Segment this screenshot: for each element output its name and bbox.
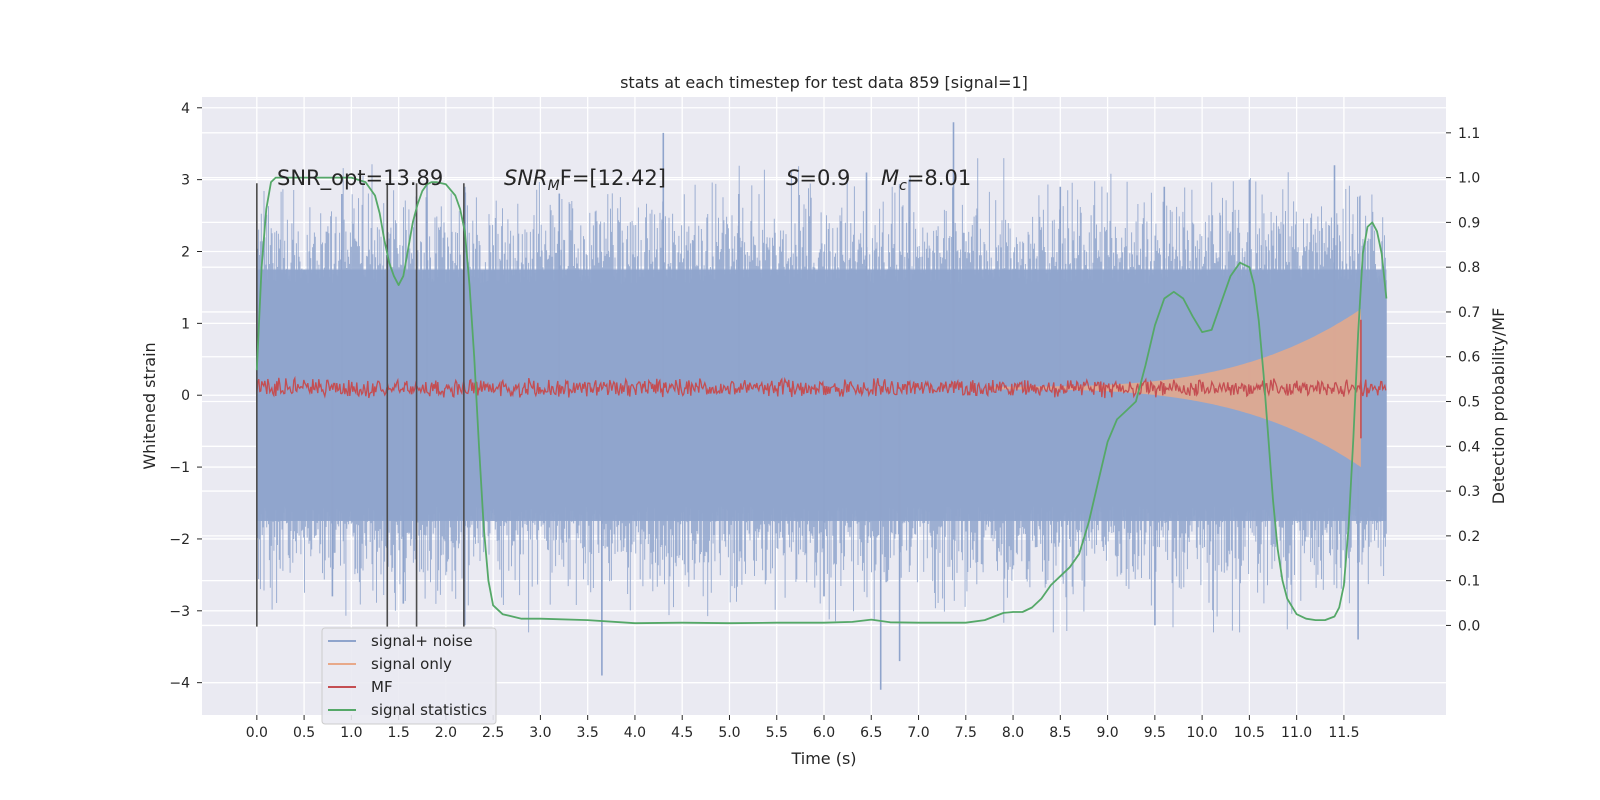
- y-left-tick-label: −1: [169, 460, 190, 476]
- x-tick-label: 9.5: [1144, 725, 1166, 741]
- annotations: SNR_opt=13.89 SNRMF=[12.42] S=0.9 Mc=8.0…: [277, 166, 971, 194]
- x-tick-label: 7.5: [955, 725, 977, 741]
- x-tick-label: 10.5: [1234, 725, 1265, 741]
- annotation-snr-mf-main: SNR: [504, 166, 548, 190]
- x-tick-label: 5.5: [766, 725, 788, 741]
- x-tick-label: 4.5: [671, 725, 693, 741]
- y-left-axis-ticks: −4 −3 −2 −1 0 1 2 3 4: [169, 101, 202, 692]
- x-tick-label: 0.5: [293, 725, 315, 741]
- x-tick-label: 2.5: [482, 725, 504, 741]
- x-tick-label: 8.5: [1049, 725, 1071, 741]
- x-tick-label: 4.0: [624, 725, 646, 741]
- annotation-snr-mf-sub: M: [548, 178, 560, 194]
- y-right-axis-ticks: 0.0 0.1 0.2 0.3 0.4 0.5 0.6 0.7 0.8 0.9 1.0 1.1: [1446, 126, 1480, 634]
- x-tick-label: 7.0: [907, 725, 929, 741]
- x-tick-label: 1.0: [340, 725, 362, 741]
- annotation-snr-mf-rest: F=[12.42]: [560, 166, 666, 190]
- y-left-tick-label: −3: [169, 604, 190, 620]
- legend-label-signal-statistics: signal statistics: [371, 701, 487, 719]
- noise-peaks: [331, 122, 1359, 690]
- x-tick-label: 9.0: [1096, 725, 1118, 741]
- annotation-snr-opt: SNR_opt=13.89: [277, 166, 443, 191]
- y-right-axis-label: Detection probability/MF: [1489, 308, 1508, 505]
- annotation-snr-mf: SNRMF=[12.42]: [504, 166, 666, 194]
- y-right-tick-label: 0.0: [1458, 618, 1480, 634]
- y-right-tick-label: 0.8: [1458, 260, 1480, 276]
- x-tick-label: 3.5: [577, 725, 599, 741]
- x-axis-label: Time (s): [790, 749, 856, 768]
- y-right-tick-label: 0.9: [1458, 215, 1480, 231]
- x-tick-label: 6.0: [813, 725, 835, 741]
- y-right-tick-label: 0.4: [1458, 439, 1480, 455]
- y-right-tick-label: 0.3: [1458, 484, 1480, 500]
- y-right-tick-label: 0.5: [1458, 395, 1480, 411]
- y-left-tick-label: 3: [181, 173, 190, 189]
- x-axis-ticks: 0.0 0.5 1.0 1.5 2.0 2.5 3.0 3.5 4.0 4.5 5.0 5.5 6.0 6…: [246, 715, 1359, 741]
- y-left-tick-label: 2: [181, 245, 190, 261]
- x-tick-label: 1.5: [387, 725, 409, 741]
- y-right-tick-label: 0.6: [1458, 350, 1480, 366]
- legend-label-signal-noise: signal+ noise: [371, 632, 473, 650]
- y-right-tick-label: 0.2: [1458, 529, 1480, 545]
- mf-series: [256, 319, 1387, 439]
- y-right-tick-label: 1.1: [1458, 126, 1480, 142]
- plot-area: [255, 122, 1388, 690]
- x-tick-label: 2.0: [435, 725, 457, 741]
- x-tick-label: 5.0: [718, 725, 740, 741]
- y-right-tick-label: 1.0: [1458, 171, 1480, 187]
- x-tick-label: 0.0: [246, 725, 268, 741]
- y-left-tick-label: 0: [181, 388, 190, 404]
- annotation-mc: Mc=8.01: [881, 166, 971, 194]
- mf-line: [256, 375, 1387, 399]
- legend: signal+ noise signal only MF signal stat…: [321, 627, 497, 725]
- chart-title: stats at each timestep for test data 859…: [620, 73, 1028, 92]
- annotation-mc-main: M: [881, 166, 899, 190]
- y-left-tick-label: 1: [181, 316, 190, 332]
- y-left-tick-label: 4: [181, 101, 190, 117]
- x-tick-label: 8.0: [1002, 725, 1024, 741]
- x-tick-label: 11.5: [1328, 725, 1359, 741]
- legend-label-mf: MF: [371, 678, 393, 696]
- annotation-s-main: S: [786, 166, 799, 190]
- x-tick-label: 3.0: [529, 725, 551, 741]
- y-left-tick-label: −2: [169, 532, 190, 548]
- x-tick-label: 11.0: [1281, 725, 1312, 741]
- x-tick-label: 10.0: [1187, 725, 1218, 741]
- annotation-s-rest: =0.9: [799, 166, 850, 190]
- legend-box: [321, 627, 497, 725]
- signal-statistics-series: [255, 176, 1388, 625]
- annotation-mc-rest: =8.01: [907, 166, 971, 190]
- x-tick-label: 6.5: [860, 725, 882, 741]
- annotation-s: S=0.9: [786, 166, 850, 190]
- legend-label-signal-only: signal only: [371, 655, 452, 673]
- y-left-tick-label: −4: [169, 676, 190, 692]
- y-right-tick-label: 0.1: [1458, 574, 1480, 590]
- annotation-mc-sub: c: [899, 178, 907, 194]
- y-right-tick-label: 0.7: [1458, 305, 1480, 321]
- y-left-axis-label: Whitened strain: [140, 342, 159, 469]
